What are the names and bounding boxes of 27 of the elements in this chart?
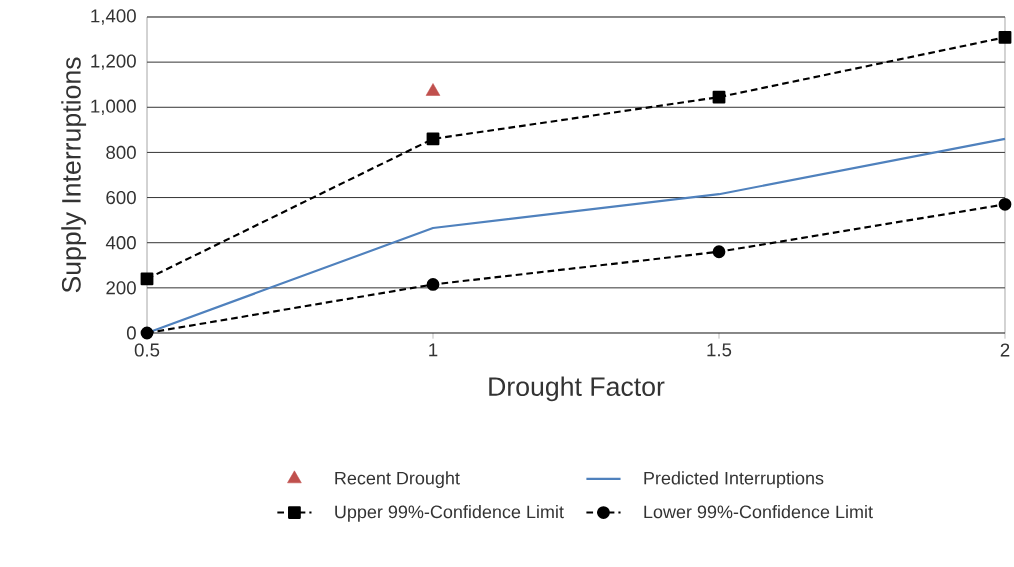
- x-tick-label: 0.5: [134, 343, 160, 357]
- y-tick-label: 1,000: [91, 99, 136, 115]
- point: [426, 132, 440, 146]
- point: [140, 272, 154, 286]
- point: [998, 197, 1012, 211]
- y-tick-label: 600: [106, 190, 136, 205]
- x-tick-label: 1: [429, 343, 438, 357]
- y-axis-title: Supply Interruptions: [61, 57, 87, 293]
- y-tick-label: 1,200: [91, 54, 136, 70]
- x-tick-label: 2: [1000, 343, 1010, 357]
- point: [426, 278, 440, 291]
- x-axis-title: Drought Factor: [489, 376, 665, 402]
- y-tick-label: 1,400: [91, 9, 136, 25]
- legend-label: Lower 99%-Confidence Limit: [644, 505, 873, 519]
- legend-label: Recent Drought: [335, 471, 460, 489]
- point: [140, 326, 154, 340]
- point: [712, 90, 726, 104]
- legend-label: Predicted Interruptions: [644, 471, 824, 489]
- y-tick-label: 0: [126, 326, 136, 340]
- point: [712, 245, 726, 259]
- y-tick-label: 400: [105, 236, 136, 250]
- point: [998, 30, 1012, 44]
- x-tick-label: 1.5: [707, 343, 732, 357]
- y-tick-label: 200: [106, 281, 136, 295]
- y-tick-label: 800: [106, 145, 136, 160]
- legend-label: Upper 99%-Confidence Limit: [335, 505, 564, 522]
- point: [425, 83, 441, 96]
